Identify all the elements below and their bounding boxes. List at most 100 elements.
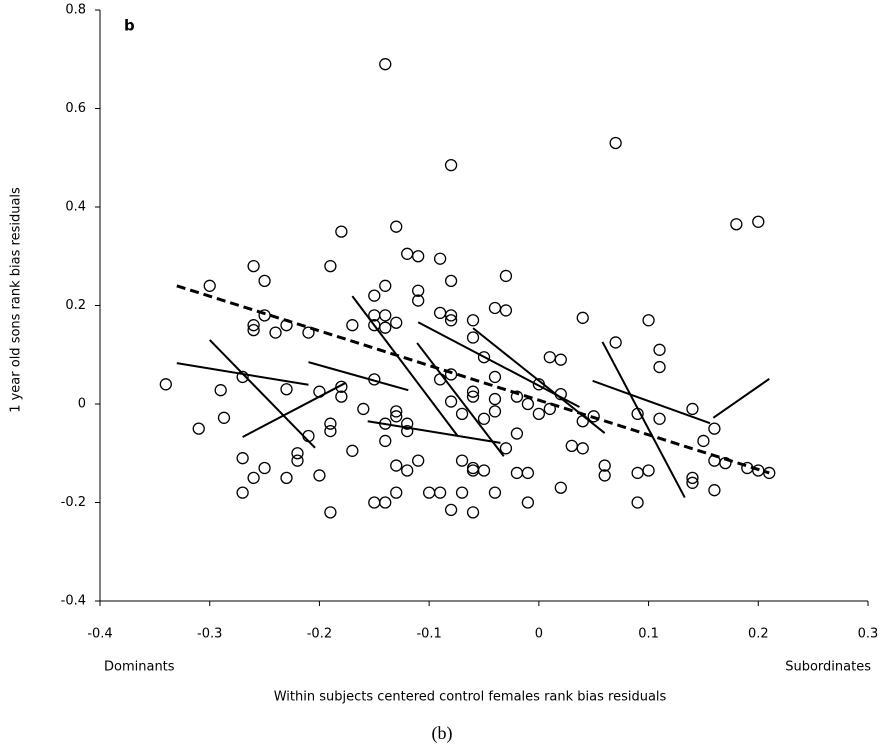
point [236, 486, 249, 499]
point [444, 158, 458, 172]
point [444, 309, 458, 322]
point [324, 417, 337, 430]
y-axis-label: 1 year old sons rank bias residuals [9, 187, 24, 413]
x-end-label: Dominants [104, 660, 175, 675]
point [214, 384, 227, 397]
point [708, 484, 721, 497]
point [379, 58, 392, 71]
point [324, 259, 337, 273]
point [499, 269, 513, 283]
fit-line [351, 295, 459, 437]
fit-line [712, 378, 770, 419]
fit-line [601, 341, 686, 499]
x-tick-label: -0.1 [416, 627, 441, 642]
point [477, 351, 491, 364]
point [346, 444, 359, 457]
point [455, 407, 469, 421]
point [324, 506, 337, 519]
point [390, 220, 403, 233]
point [203, 279, 216, 292]
point [598, 459, 611, 472]
point [444, 314, 458, 327]
point [455, 486, 469, 499]
caption: (b) [432, 723, 453, 744]
x-tick-label: -0.4 [87, 627, 112, 642]
point [412, 250, 425, 263]
point [335, 390, 348, 403]
point [510, 427, 524, 440]
y-tick-label: 0.4 [65, 200, 86, 215]
point [653, 343, 666, 356]
point [258, 461, 271, 475]
point [247, 471, 260, 485]
point [412, 284, 425, 297]
point [510, 466, 524, 480]
point [686, 402, 699, 416]
point [412, 294, 425, 307]
point [379, 434, 392, 448]
point [488, 486, 502, 499]
point [390, 316, 403, 329]
point [313, 469, 326, 482]
point [642, 314, 655, 327]
point [236, 452, 249, 465]
point [390, 405, 403, 418]
point [291, 454, 304, 467]
point [763, 466, 776, 480]
point [488, 405, 502, 418]
panel-label: b [124, 17, 135, 35]
point [730, 218, 743, 231]
fit-line [176, 284, 770, 475]
point [444, 503, 458, 517]
point [521, 496, 535, 509]
point [379, 279, 392, 292]
fit-line [242, 381, 347, 438]
point [324, 424, 337, 438]
fit-line [417, 321, 580, 408]
point [686, 471, 699, 485]
y-tick-label: -0.2 [61, 495, 86, 510]
point [368, 289, 381, 302]
point [532, 407, 546, 421]
point [379, 309, 392, 322]
point [466, 385, 480, 398]
point [302, 326, 315, 339]
point [609, 136, 622, 150]
point [466, 331, 480, 344]
point [192, 422, 205, 435]
fit-line [208, 339, 316, 449]
point [390, 410, 403, 423]
point [217, 411, 231, 424]
point [543, 351, 556, 364]
y-tick-label: 0 [78, 397, 86, 412]
point [159, 378, 172, 391]
point [346, 319, 359, 332]
point [280, 471, 293, 485]
x-end-label: Subordinates [785, 660, 871, 675]
point [444, 274, 458, 288]
point [335, 380, 348, 393]
point [291, 447, 304, 460]
point [477, 464, 491, 477]
point [236, 370, 249, 384]
x-tick-label: 0.2 [748, 627, 769, 642]
point [543, 402, 556, 416]
x-tick-label: -0.3 [197, 627, 222, 642]
point [598, 469, 611, 482]
point [401, 464, 414, 477]
point [433, 252, 447, 265]
point [401, 424, 414, 438]
point [499, 442, 513, 455]
point [444, 368, 458, 381]
point [455, 454, 469, 467]
point [466, 314, 480, 327]
point [258, 274, 271, 288]
y-tick-label: -0.4 [61, 594, 86, 609]
fit-line [308, 361, 409, 392]
x-tick-label: 0 [535, 627, 543, 642]
point [258, 309, 271, 322]
point [609, 336, 622, 349]
point [576, 311, 589, 324]
point [554, 353, 567, 366]
point [368, 496, 381, 509]
